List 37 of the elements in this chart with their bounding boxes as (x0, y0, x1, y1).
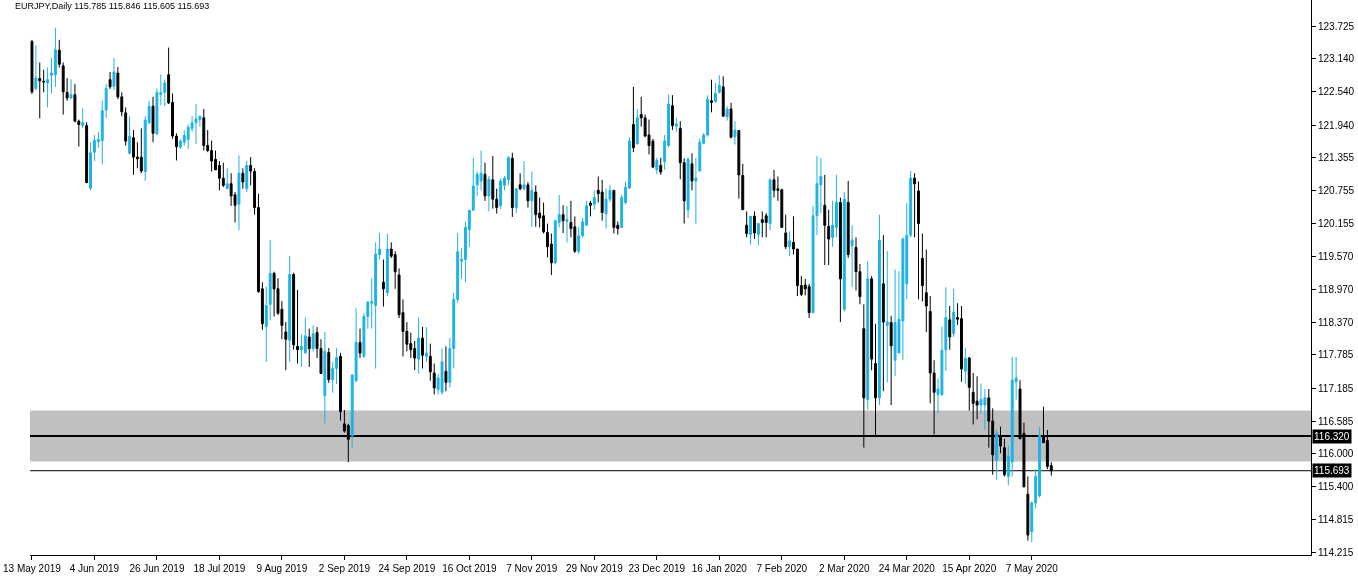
x-tick-label: 16 Oct 2019 (442, 563, 498, 574)
x-tick-label: 15 Apr 2020 (942, 563, 997, 574)
x-tick-label: 26 Jun 2019 (129, 563, 185, 574)
x-tick-label: 16 Jan 2020 (691, 563, 748, 574)
ref-line-label: 116.320 (1314, 431, 1350, 442)
x-tick-label: 2 Sep 2019 (318, 563, 371, 574)
x-tick-label: 9 Aug 2019 (256, 563, 308, 574)
y-tick-label: 122.540 (1318, 86, 1355, 98)
x-tick-label: 24 Mar 2020 (878, 563, 936, 574)
y-tick-label: 116.585 (1318, 415, 1354, 427)
x-tick-label: 2 Mar 2020 (818, 563, 871, 574)
x-tick-label: 18 Jul 2019 (193, 563, 246, 574)
x-tick-label: 29 Nov 2019 (565, 563, 624, 574)
chart-title: EURJPY,Daily 115.785 115.846 115.605 115.693 (15, 1, 210, 12)
x-tick-label: 24 Sep 2019 (378, 563, 436, 574)
y-tick-label: 115.400 (1318, 481, 1354, 493)
y-tick-label: 119.570 (1318, 250, 1354, 262)
y-tick-label: 117.185 (1318, 382, 1354, 394)
y-tick-label: 120.155 (1318, 218, 1355, 230)
x-tick-label: 23 Dec 2019 (628, 563, 686, 574)
x-tick-label: 7 Nov 2019 (506, 563, 558, 574)
x-tick-label: 4 Jun 2019 (69, 563, 120, 574)
y-tick-label: 121.940 (1318, 119, 1355, 131)
x-tick-label: 13 May 2019 (3, 563, 62, 574)
ref-line-label: 115.693 (1314, 465, 1350, 476)
y-tick-label: 120.755 (1318, 185, 1355, 197)
y-tick-label: 114.815 (1318, 513, 1354, 525)
y-tick-label: 117.785 (1318, 349, 1354, 361)
x-tick-label: 7 Feb 2020 (756, 563, 808, 574)
y-tick-label: 123.725 (1318, 20, 1355, 32)
y-tick-label: 121.355 (1318, 151, 1355, 163)
y-tick-label: 116.000 (1318, 448, 1354, 460)
y-tick-label: 118.370 (1318, 317, 1354, 329)
y-tick-label: 123.140 (1318, 53, 1355, 65)
y-tick-label: 118.970 (1318, 283, 1354, 295)
x-tick-label: 7 May 2020 (1005, 563, 1059, 574)
y-tick-label: 114.215 (1318, 547, 1354, 559)
